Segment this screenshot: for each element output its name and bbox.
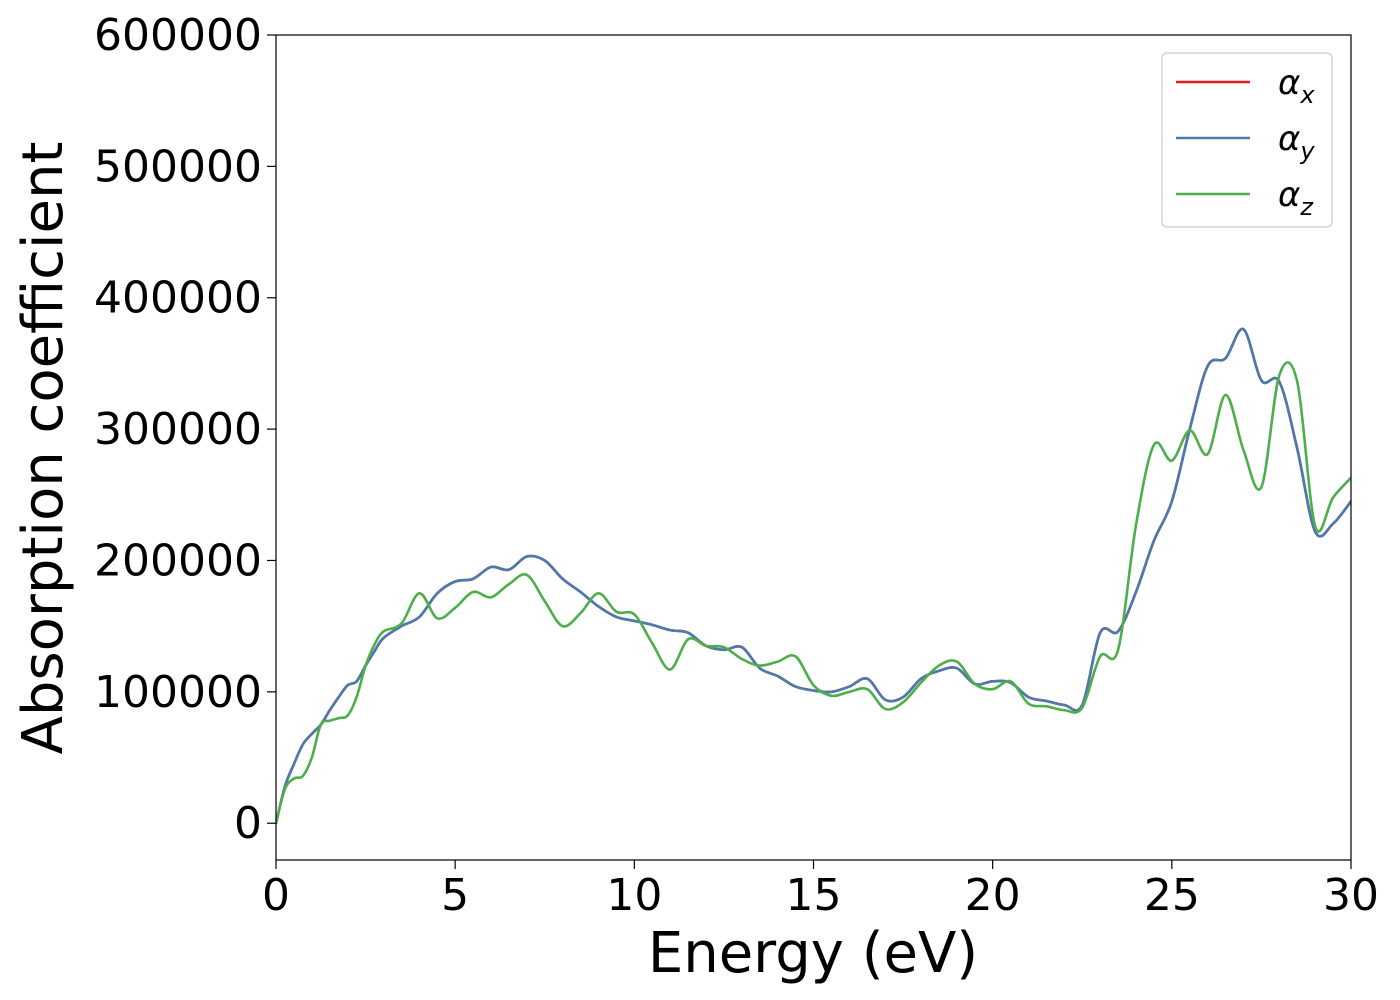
legend-box [1161,52,1333,228]
y-tick-label: 400000 [94,273,262,324]
y-tick-label: 500000 [94,141,262,192]
axes-layer: 0 5 10 15 20 25 30 0 100000 200000 300000 400000 500… [94,10,1379,921]
legend: αx αy αz [1161,52,1333,228]
x-tick-label: 10 [606,870,662,921]
x-tick-label: 30 [1323,870,1379,921]
y-tick-label: 300000 [94,404,262,455]
y-axis-label: Absorption coefficient [11,142,76,755]
series-line-z [276,361,1351,825]
series-line-x [276,327,1351,825]
y-tick-label: 0 [234,798,262,849]
series-line-y [276,327,1351,825]
series-layer [276,327,1351,825]
x-tick-label: 5 [441,870,469,921]
y-tick-label: 600000 [94,10,262,61]
legend-label-y: αy [1278,119,1315,165]
y-tick-label: 200000 [94,535,262,586]
x-tick-label: 25 [1144,870,1200,921]
x-tick-label: 0 [262,870,290,921]
x-tick-label: 15 [786,870,842,921]
y-tick-label: 100000 [94,667,262,718]
x-axis-label: Energy (eV) [648,921,978,986]
legend-label-z: αz [1278,175,1314,221]
legend-label-x: αx [1278,63,1315,109]
x-tick-label: 20 [965,870,1021,921]
